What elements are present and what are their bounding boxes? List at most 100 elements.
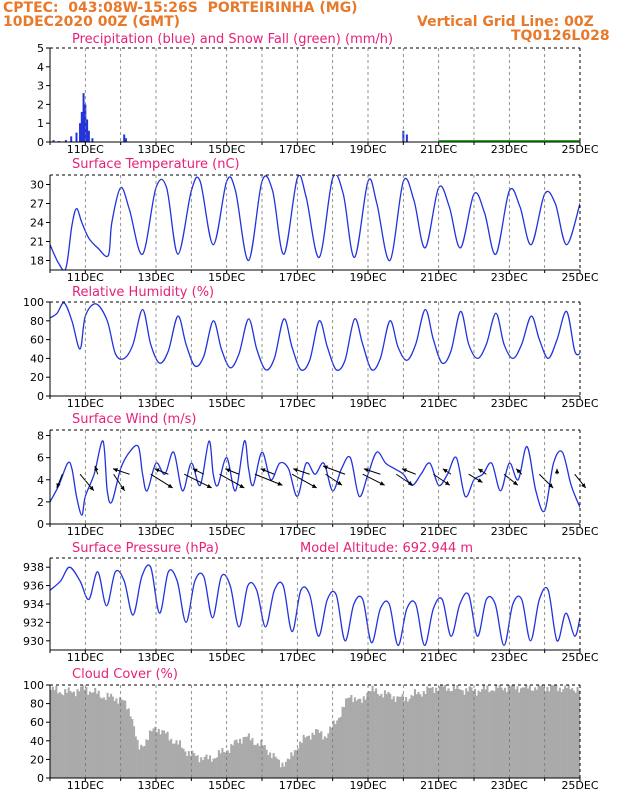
precip-bar bbox=[80, 111, 83, 142]
cloud-bar bbox=[307, 735, 310, 778]
cloud-bar bbox=[141, 746, 144, 778]
cloud-bar bbox=[94, 687, 97, 778]
cloud-bar bbox=[295, 750, 298, 778]
y-tick-label: 30 bbox=[30, 179, 44, 192]
cloud-bar bbox=[479, 691, 482, 778]
y-tick-label: 3 bbox=[37, 80, 44, 93]
cloud-bar bbox=[368, 690, 371, 778]
wind-arrow-head bbox=[225, 468, 231, 473]
cloud-bar bbox=[445, 690, 448, 778]
wind-arrow-head bbox=[260, 468, 266, 473]
cloud-bar bbox=[472, 690, 475, 778]
cloud-bar bbox=[413, 689, 416, 778]
cloud-bar bbox=[256, 743, 259, 778]
cloud-bar bbox=[58, 692, 61, 778]
cloud-bar bbox=[193, 753, 196, 778]
x-tick-label: 11DEC bbox=[67, 779, 104, 792]
precip-bar bbox=[79, 123, 82, 142]
cloud-bar bbox=[170, 738, 173, 778]
panel-title-temp: Surface Temperature (nC) bbox=[72, 157, 240, 172]
cloud-bar bbox=[323, 736, 326, 778]
precip-bar bbox=[402, 130, 405, 142]
cloud-bar bbox=[463, 694, 466, 778]
cloud-bar bbox=[572, 690, 575, 778]
cloud-bar bbox=[357, 698, 360, 778]
cloud-bar bbox=[532, 690, 535, 778]
cloud-bar bbox=[495, 685, 498, 778]
cloud-bar bbox=[194, 756, 197, 778]
cloud-bar bbox=[168, 740, 171, 778]
cloud-bar bbox=[419, 694, 422, 778]
y-tick-label: 4 bbox=[37, 61, 44, 74]
cloud-bar bbox=[507, 685, 510, 778]
cloud-bar bbox=[87, 694, 90, 778]
series-line-rh bbox=[50, 302, 580, 371]
x-tick-label: 15DEC bbox=[208, 651, 245, 664]
cloud-bar bbox=[293, 750, 296, 778]
cloud-bar bbox=[247, 733, 250, 778]
cloud-bar bbox=[523, 687, 526, 778]
cloud-bar bbox=[219, 753, 222, 778]
series-line-wind bbox=[50, 440, 580, 516]
cloud-bar bbox=[424, 693, 427, 778]
wind-arrow-head bbox=[548, 483, 554, 488]
cloud-bar bbox=[369, 691, 372, 778]
cloud-bar bbox=[461, 690, 464, 778]
cloud-bar bbox=[136, 739, 139, 778]
cloud-bar bbox=[315, 729, 318, 778]
y-tick-label: 24 bbox=[30, 217, 44, 230]
cloud-bar bbox=[512, 685, 515, 778]
wind-arrow bbox=[184, 473, 212, 489]
cloud-bar bbox=[244, 736, 247, 778]
wind-arrow-head bbox=[444, 480, 450, 486]
wind-arrow-head bbox=[192, 468, 198, 473]
cloud-bar bbox=[147, 740, 150, 778]
cloud-bar bbox=[152, 728, 155, 778]
cloud-bar bbox=[239, 738, 242, 778]
x-tick-label: 17DEC bbox=[279, 651, 316, 664]
y-tick-label: 2 bbox=[37, 496, 44, 509]
cloud-bar bbox=[542, 686, 545, 778]
cloud-bar bbox=[376, 694, 379, 778]
cloud-bar bbox=[159, 734, 162, 778]
cloud-bar bbox=[277, 759, 280, 778]
cloud-bar bbox=[269, 752, 272, 778]
cloud-bar bbox=[452, 685, 455, 778]
cloud-bar bbox=[527, 688, 530, 778]
x-tick-label: 25DEC bbox=[561, 779, 598, 792]
y-tick-label: 80 bbox=[30, 315, 44, 328]
cloud-bar bbox=[224, 752, 227, 778]
wind-arrow-head bbox=[113, 468, 118, 473]
precip-bar bbox=[87, 130, 90, 142]
x-tick-label: 11DEC bbox=[67, 397, 104, 410]
x-tick-label: 21DEC bbox=[420, 651, 457, 664]
precip-bar bbox=[52, 140, 55, 142]
x-tick-label: 11DEC bbox=[67, 143, 104, 156]
cloud-bar bbox=[207, 759, 210, 778]
cloud-bar bbox=[253, 744, 256, 778]
cloud-bar bbox=[117, 703, 120, 778]
y-tick-label: 936 bbox=[23, 580, 44, 593]
cloud-bar bbox=[297, 748, 300, 778]
cloud-bar bbox=[375, 688, 378, 778]
cloud-bar bbox=[477, 690, 480, 778]
cloud-bar bbox=[343, 707, 346, 778]
cloud-bar bbox=[451, 690, 454, 778]
cloud-bar bbox=[184, 751, 187, 778]
cloud-bar bbox=[352, 702, 355, 778]
cloud-bar bbox=[398, 696, 401, 778]
cloud-bar bbox=[489, 690, 492, 778]
cloud-bar bbox=[173, 743, 176, 778]
cloud-bar bbox=[519, 688, 522, 778]
cloud-bar bbox=[500, 687, 503, 778]
cloud-bar bbox=[286, 758, 289, 778]
y-tick-label: 934 bbox=[23, 598, 44, 611]
wind-arrow-head bbox=[363, 468, 369, 473]
cloud-bar bbox=[187, 751, 190, 778]
cloud-bar bbox=[493, 691, 496, 778]
cloud-bar bbox=[64, 689, 67, 778]
wind-arrow-head bbox=[379, 481, 385, 486]
cloud-bar bbox=[422, 691, 425, 778]
cloud-bar bbox=[412, 696, 415, 778]
